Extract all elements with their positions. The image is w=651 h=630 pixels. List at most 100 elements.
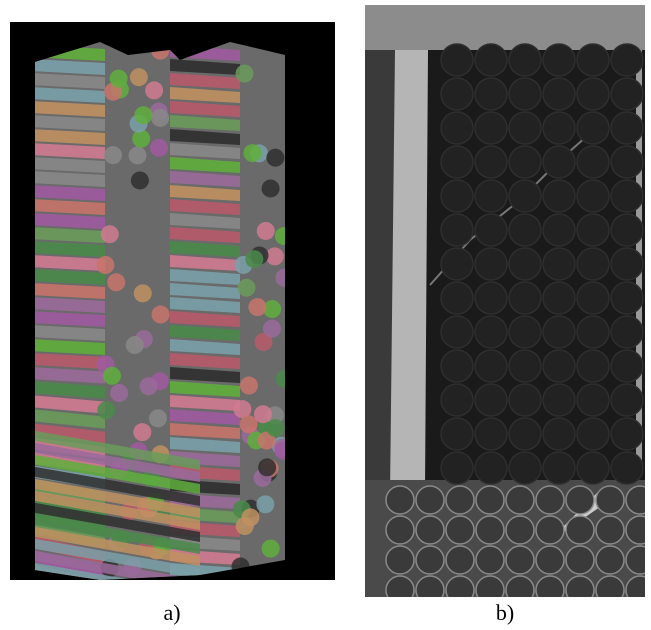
fiber-section [267,419,285,437]
fiber-section [543,180,575,212]
fiber-section [577,44,609,76]
fiber-section [577,180,609,212]
fiber-section [129,146,147,164]
fiber-section [596,576,624,604]
panel-label: a) [163,600,180,625]
fiber-section [577,282,609,314]
fiber-section [509,214,541,246]
fiber-section [626,516,651,544]
fiber-section [509,418,541,450]
sem-bright-strip [390,50,428,495]
fiber-section [476,486,504,514]
fiber-section [441,384,473,416]
fiber-section [140,377,158,395]
fiber-section [441,112,473,144]
sem-left-layer [365,50,395,480]
fiber-section [256,495,274,513]
fiber-section [611,214,643,246]
fiber-section [577,248,609,280]
fiber-section [133,423,151,441]
fiber-section [611,316,643,348]
fiber-section [509,180,541,212]
fiber-section [475,316,507,348]
fiber-section [475,214,507,246]
fiber-section [262,540,280,558]
panel-b-image [365,5,651,604]
fiber-section [441,44,473,76]
fiber-section [509,350,541,382]
fiber-section [475,78,507,110]
fiber-section [248,298,266,316]
fiber-section [101,225,119,243]
fiber-section [626,486,651,514]
fiber-section [441,146,473,178]
fiber-section [543,282,575,314]
fiber-section [237,279,255,297]
fiber-section [441,214,473,246]
fiber-section [386,516,414,544]
fiber-section [476,516,504,544]
fiber-section [543,316,575,348]
fiber-section [536,576,564,604]
fiber-section [577,350,609,382]
fiber-section [441,248,473,280]
fiber-section [134,284,152,302]
fiber-section [596,486,624,514]
fiber-section [446,576,474,604]
fiber-section [611,180,643,212]
fiber-section [441,316,473,348]
fiber-section [543,248,575,280]
fiber-section [509,316,541,348]
fiber-render [30,40,294,614]
fiber-section [536,486,564,514]
fiber-section [543,78,575,110]
fiber-section [110,70,128,88]
fiber-section [509,248,541,280]
fiber-section [416,486,444,514]
fiber-section [577,78,609,110]
fiber-section [577,384,609,416]
fiber-section [577,452,609,484]
fiber-section [475,248,507,280]
fiber-section [441,452,473,484]
fiber-section [263,320,281,338]
page: {"figure": {"panels": [{"label": "a)"}, … [0,0,651,630]
fiber-section [266,247,284,265]
fiber-section [611,452,643,484]
fiber-section [475,282,507,314]
fiber-section [240,377,258,395]
fiber-section [386,486,414,514]
fiber-section [506,516,534,544]
fiber-section [509,146,541,178]
fiber-section [475,384,507,416]
fiber-section [441,78,473,110]
fiber-section [446,516,474,544]
fiber-section [262,179,280,197]
fiber-section [103,367,121,385]
fiber-section [577,316,609,348]
fiber-section [611,384,643,416]
fiber-section [151,109,169,127]
fiber-section [104,146,122,164]
fiber-section [577,214,609,246]
fiber-section [509,452,541,484]
fiber-section [132,130,150,148]
sem-top-layer [365,5,645,50]
fiber-section [566,516,594,544]
fiber-section [134,106,152,124]
fiber-section [509,384,541,416]
fiber-section [107,273,125,291]
fiber-section [475,44,507,76]
panel-label: b) [496,600,514,625]
fiber-section [509,112,541,144]
fiber-section [475,350,507,382]
fiber-section [543,214,575,246]
fiber-section [476,546,504,574]
fiber-section [152,306,170,324]
fiber-section [509,44,541,76]
fiber-section [611,78,643,110]
fiber-section [509,282,541,314]
fiber-section [131,171,149,189]
fiber-section [566,546,594,574]
fiber-section [506,546,534,574]
